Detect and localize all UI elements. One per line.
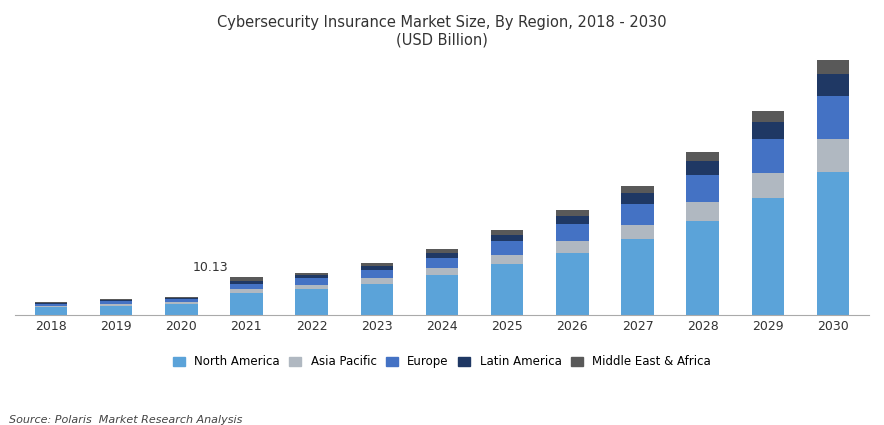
Text: 10.13: 10.13 [193,261,228,274]
Text: Source: Polaris  Market Research Analysis: Source: Polaris Market Research Analysis [9,415,242,425]
Bar [34,303,67,304]
Bar [491,230,523,235]
Bar [621,193,654,204]
Bar [556,210,589,216]
Bar [687,161,719,175]
Bar [687,221,719,315]
Bar [556,216,589,224]
Bar [165,302,197,304]
Bar [556,241,589,253]
Bar [34,306,67,307]
Bar [817,60,850,74]
Bar [426,275,458,315]
Bar [817,172,850,315]
Bar [621,240,654,315]
Bar [100,301,133,304]
Bar [100,300,133,301]
Title: Cybersecurity Insurance Market Size, By Region, 2018 - 2030
(USD Billion): Cybersecurity Insurance Market Size, By … [217,15,667,48]
Bar [751,122,784,139]
Bar [751,173,784,198]
Bar [230,283,263,289]
Bar [491,241,523,255]
Bar [165,298,197,299]
Bar [100,299,133,300]
Bar [751,139,784,173]
Bar [295,289,328,315]
Bar [426,249,458,252]
Bar [621,204,654,225]
Bar [621,186,654,193]
Bar [34,302,67,303]
Bar [361,263,393,266]
Bar [361,284,393,315]
Bar [426,252,458,258]
Bar [817,96,850,139]
Bar [491,255,523,264]
Bar [295,272,328,275]
Bar [295,275,328,278]
Bar [751,111,784,122]
Bar [100,306,133,315]
Bar [361,266,393,270]
Bar [687,175,719,202]
Bar [100,304,133,306]
Bar [295,285,328,289]
Bar [165,297,197,298]
Legend: North America, Asia Pacific, Europe, Latin America, Middle East & Africa: North America, Asia Pacific, Europe, Lat… [170,352,714,372]
Bar [165,299,197,302]
Bar [817,74,850,96]
Bar [230,277,263,281]
Bar [556,224,589,241]
Bar [556,253,589,315]
Bar [426,268,458,275]
Bar [34,307,67,315]
Bar [34,304,67,306]
Bar [817,139,850,172]
Bar [230,293,263,315]
Bar [295,278,328,285]
Bar [165,304,197,315]
Bar [491,264,523,315]
Bar [687,202,719,221]
Bar [361,278,393,284]
Bar [230,281,263,283]
Bar [687,152,719,161]
Bar [491,235,523,241]
Bar [621,225,654,240]
Bar [230,289,263,293]
Bar [361,270,393,278]
Bar [426,258,458,268]
Bar [751,198,784,315]
